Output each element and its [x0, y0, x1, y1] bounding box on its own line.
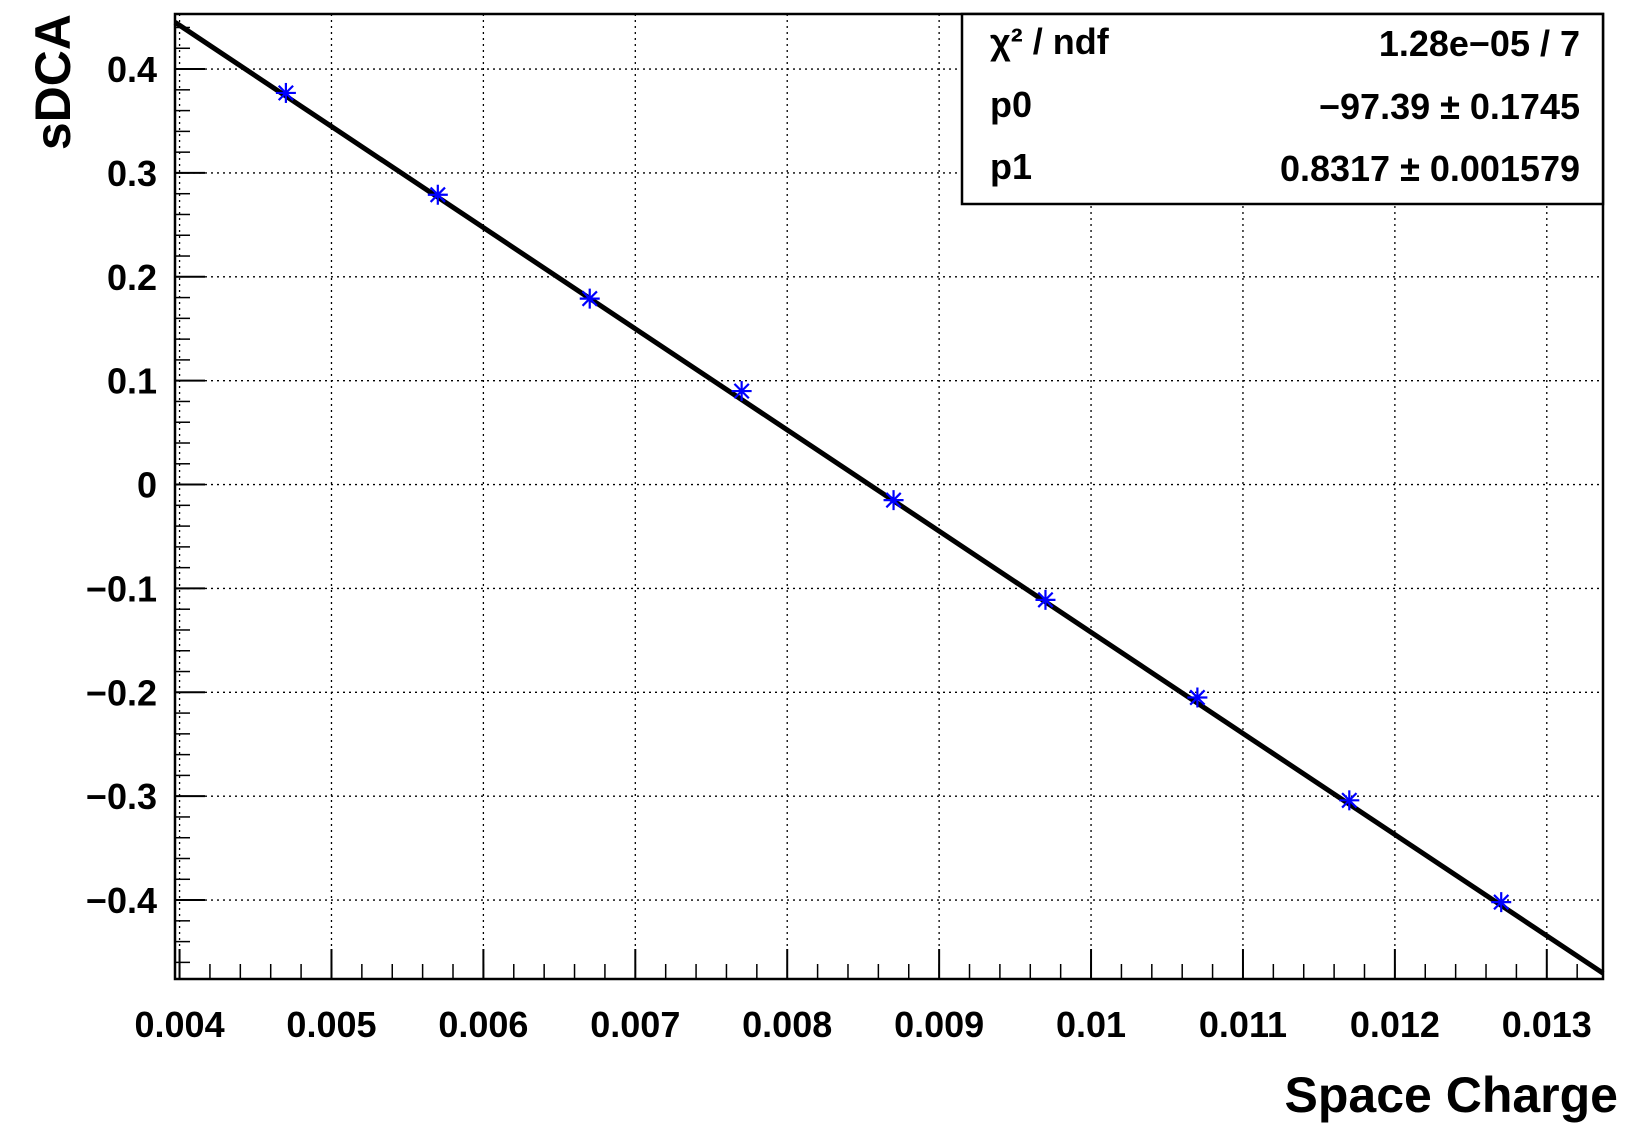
y-tick-label: −0.3: [86, 776, 157, 817]
y-tick-label: 0.2: [107, 257, 157, 298]
stats-p1-name: p1: [990, 146, 1032, 187]
data-point: [883, 490, 904, 511]
data-point-stroke: [277, 84, 294, 101]
data-point-stroke: [429, 186, 446, 203]
plot-frame: [173, 12, 1605, 981]
x-tick-label: 0.005: [286, 1004, 376, 1045]
y-tick-label: 0.4: [107, 49, 157, 90]
stats-p1-value: 0.8317 ± 0.001579: [1280, 148, 1580, 189]
data-point: [731, 381, 752, 402]
x-tick-label: 0.006: [438, 1004, 528, 1045]
data-point-stroke: [1341, 792, 1358, 809]
axis-ticks: [175, 26, 1578, 979]
data-point-stroke: [1189, 689, 1206, 706]
x-axis-title: Space Charge: [1285, 1067, 1618, 1123]
data-point: [275, 82, 296, 103]
stats-chi2-value: 1.28e−05 / 7: [1379, 23, 1580, 64]
x-tick-label: 0.004: [135, 1004, 225, 1045]
data-point-stroke: [1037, 591, 1054, 608]
stats-chi2-name: χ² / ndf: [990, 21, 1110, 62]
y-tick-label: 0.1: [107, 361, 157, 402]
data-point: [1491, 892, 1512, 913]
data-point-stroke: [581, 290, 598, 307]
data-points: [275, 82, 1512, 913]
y-tick-labels: 0.4 0.3 0.2 0.1 0 −0.1 −0.2 −0.3 −0.4: [86, 49, 157, 921]
x-tick-labels: 0.004 0.005 0.006 0.007 0.008 0.009 0.01 0.011 0…: [135, 1004, 1592, 1045]
fit-line: [173, 20, 1605, 976]
y-tick-label: −0.4: [86, 880, 157, 921]
data-point: [427, 184, 448, 205]
x-tick-label: 0.008: [742, 1004, 832, 1045]
stats-box-frame: [960, 12, 1605, 206]
x-tick-label: 0.012: [1350, 1004, 1440, 1045]
y-tick-label: 0.3: [107, 153, 157, 194]
grid-lines: [175, 14, 1603, 979]
data-point-stroke: [1493, 894, 1510, 911]
data-point: [1035, 589, 1056, 610]
x-tick-label: 0.007: [590, 1004, 680, 1045]
y-axis-title: sDCA: [25, 14, 81, 150]
x-tick-label: 0.01: [1056, 1004, 1126, 1045]
fit-layer: [173, 20, 1605, 976]
stats-p0-value: −97.39 ± 0.1745: [1319, 86, 1580, 127]
x-tick-label: 0.009: [894, 1004, 984, 1045]
data-point: [1339, 790, 1360, 811]
y-tick-label: −0.2: [86, 672, 157, 713]
data-point-stroke: [885, 492, 902, 509]
x-tick-label: 0.013: [1502, 1004, 1592, 1045]
data-point: [1187, 687, 1208, 708]
y-tick-label: 0: [137, 465, 157, 506]
data-point-stroke: [733, 383, 750, 400]
data-point: [579, 288, 600, 309]
y-tick-label: −0.1: [86, 568, 157, 609]
stats-p0-name: p0: [990, 84, 1032, 125]
stats-box: χ² / ndf 1.28e−05 / 7 p0 −97.39 ± 0.1745…: [960, 12, 1605, 206]
x-tick-label: 0.011: [1199, 1004, 1287, 1045]
